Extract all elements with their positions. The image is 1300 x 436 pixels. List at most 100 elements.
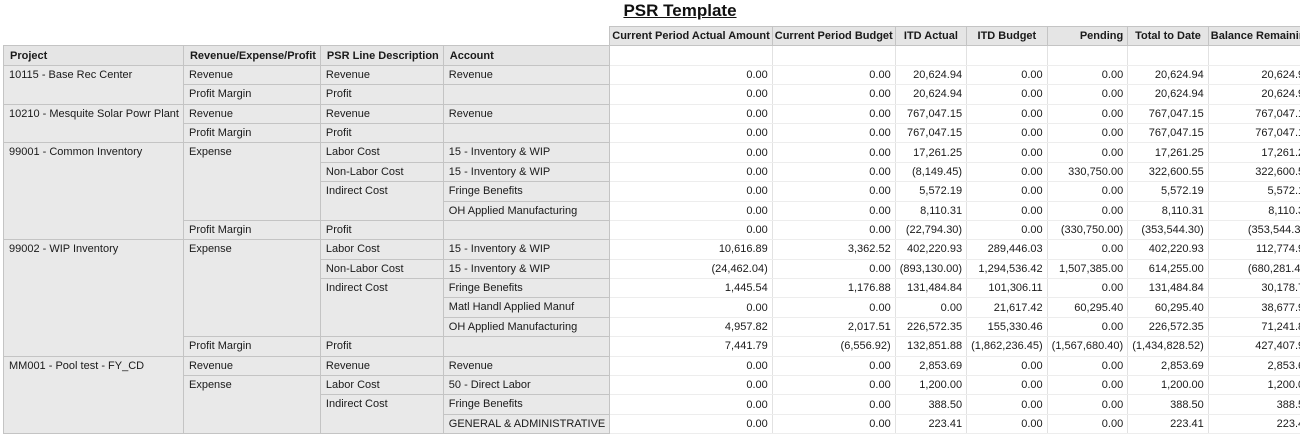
itd-budget-cell: 0.00 [966,65,1048,86]
col-header-balance-remaining[interactable]: Balance Remaining [1207,25,1300,47]
balance-remaining-cell: (353,544.30) [1208,220,1300,241]
total-to-date-cell: 20,624.94 [1127,84,1209,105]
itd-budget-cell: 0.00 [966,84,1048,105]
total-to-date-cell: 17,261.25 [1127,142,1209,163]
total-to-date-cell: 8,110.31 [1127,201,1209,221]
rev-exp-profit-cell [182,181,321,202]
table-row: 10210 - Mesquite Solar Powr Plant Revenue… [3,103,1300,124]
project-cell [3,336,184,357]
balance-remaining-cell: 1,200.00 [1208,375,1300,396]
table-row: Indirect Cost Fringe Benefits 0.00 0.00 5,57… [3,181,1300,202]
account-cell [442,84,611,105]
current-period-budget-cell: 0.00 [772,123,896,144]
itd-actual-cell: 20,624.94 [895,65,968,86]
itd-budget-cell: 0.00 [966,142,1048,163]
psr-line-cell: Non-Labor Cost [319,161,444,183]
itd-budget-cell: 0.00 [966,181,1048,202]
col-header-project[interactable]: Project [3,45,184,66]
rev-exp-profit-cell: Profit Margin [182,122,321,144]
pending-cell: 1,507,385.00 [1047,259,1129,280]
header-spacer [3,26,184,46]
psr-line-cell: Indirect Cost [319,181,444,202]
current-period-budget-cell: 0.00 [772,259,896,280]
header-row-values: Current Period Actual Amount Current Per… [3,25,1300,47]
table-row: GENERAL & ADMINISTRATIVE 0.00 0.00 223.41 0.… [3,413,1300,435]
itd-actual-cell: 132,851.88 [895,336,968,357]
itd-budget-cell: 1,294,536.42 [966,259,1048,280]
project-cell [3,317,184,337]
table-row: Indirect Cost Fringe Benefits 0.00 0.00 388.… [3,394,1300,415]
header-blank-cell [1208,45,1300,66]
total-to-date-cell: 226,572.35 [1127,317,1209,338]
account-cell: OH Applied Manufacturing [442,316,611,338]
account-cell: Matl Handl Applied Manuf [442,297,611,318]
current-period-actual-cell: 0.00 [609,356,773,377]
pending-cell: 0.00 [1047,84,1129,105]
col-header-revenue-expense-profit[interactable]: Revenue/Expense/Profit [182,45,321,66]
col-header-current-period-budget[interactable]: Current Period Budget [771,25,896,47]
account-cell: OH Applied Manufacturing [442,200,611,221]
itd-actual-cell: 20,624.94 [895,84,968,105]
report-body: 10115 - Base Rec Center Revenue Revenue Rev… [3,64,1300,435]
account-cell [442,336,611,357]
table-row: Profit Margin Profit 0.00 0.00 (22,794.30) 0.… [3,219,1300,241]
table-row: Profit Margin Profit 7,441.79 (6,556.92) 132… [3,336,1300,357]
table-row: 10115 - Base Rec Center Revenue Revenue Rev… [3,64,1300,86]
current-period-actual-cell: 0.00 [609,104,773,124]
current-period-actual-cell: 0.00 [609,394,773,415]
account-cell: Revenue [442,103,611,124]
project-cell [3,259,184,279]
rev-exp-profit-cell [182,297,321,318]
current-period-actual-cell: 0.00 [609,162,773,183]
rev-exp-profit-cell: Profit Margin [182,84,321,105]
account-cell: Revenue [442,64,611,86]
col-header-itd-actual[interactable]: ITD Actual [894,25,968,47]
itd-budget-cell: 0.00 [966,414,1048,435]
project-cell [3,220,184,241]
total-to-date-cell: (353,544.30) [1127,220,1209,241]
pending-cell: 0.00 [1047,278,1129,299]
total-to-date-cell: 1,200.00 [1127,375,1209,396]
header-row-labels: Project Revenue/Expense/Profit PSR Line … [3,45,1300,66]
table-row: Expense Labor Cost 50 - Direct Labor 0.00 0.… [3,375,1300,396]
current-period-budget-cell: 0.00 [772,414,896,435]
current-period-actual-cell: 0.00 [609,201,773,221]
itd-actual-cell: 0.00 [895,297,968,318]
col-header-psr-line-description[interactable]: PSR Line Description [319,45,444,66]
balance-remaining-cell: 5,572.19 [1208,181,1300,202]
col-header-pending[interactable]: Pending [1046,25,1129,47]
total-to-date-cell: 131,484.84 [1127,278,1209,299]
table-row: 99002 - WIP Inventory Expense Labor Cost 15… [3,239,1300,260]
total-to-date-cell: 388.50 [1127,394,1209,415]
pending-cell: 0.00 [1047,142,1129,163]
table-row: Non-Labor Cost 15 - Inventory & WIP 0.00 0.… [3,161,1300,183]
col-header-itd-budget[interactable]: ITD Budget [966,25,1048,47]
itd-actual-cell: 8,110.31 [895,201,968,221]
current-period-budget-cell: 0.00 [772,394,896,415]
current-period-actual-cell: 0.00 [609,65,773,86]
col-header-total-to-date[interactable]: Total to Date [1127,25,1209,47]
account-cell: 15 - Inventory & WIP [442,239,611,260]
current-period-budget-cell: 0.00 [772,356,896,377]
balance-remaining-cell: 767,047.15 [1208,104,1300,124]
current-period-actual-cell: (24,462.04) [609,259,773,280]
balance-remaining-cell: 38,677.98 [1208,297,1300,318]
balance-remaining-cell: 30,178.73 [1208,278,1300,299]
total-to-date-cell: 767,047.15 [1127,104,1209,124]
project-cell: 99001 - Common Inventory [3,142,184,163]
pending-cell: 0.00 [1047,394,1129,415]
account-cell: Fringe Benefits [442,278,611,299]
current-period-actual-cell: 1,445.54 [609,278,773,299]
col-header-account[interactable]: Account [442,45,611,66]
psr-line-cell [319,201,444,221]
psr-line-cell: Revenue [319,355,444,377]
itd-actual-cell: 767,047.15 [895,123,968,144]
project-cell [3,375,184,395]
itd-actual-cell: 767,047.15 [895,104,968,124]
itd-budget-cell: 0.00 [966,220,1048,241]
itd-actual-cell: 131,484.84 [895,278,968,299]
itd-budget-cell: 0.00 [966,104,1048,124]
itd-actual-cell: (22,794.30) [895,220,968,241]
table-row: Profit Margin Profit 0.00 0.00 767,047.15 0.0… [3,122,1300,144]
col-header-current-period-actual[interactable]: Current Period Actual Amount [609,25,773,47]
